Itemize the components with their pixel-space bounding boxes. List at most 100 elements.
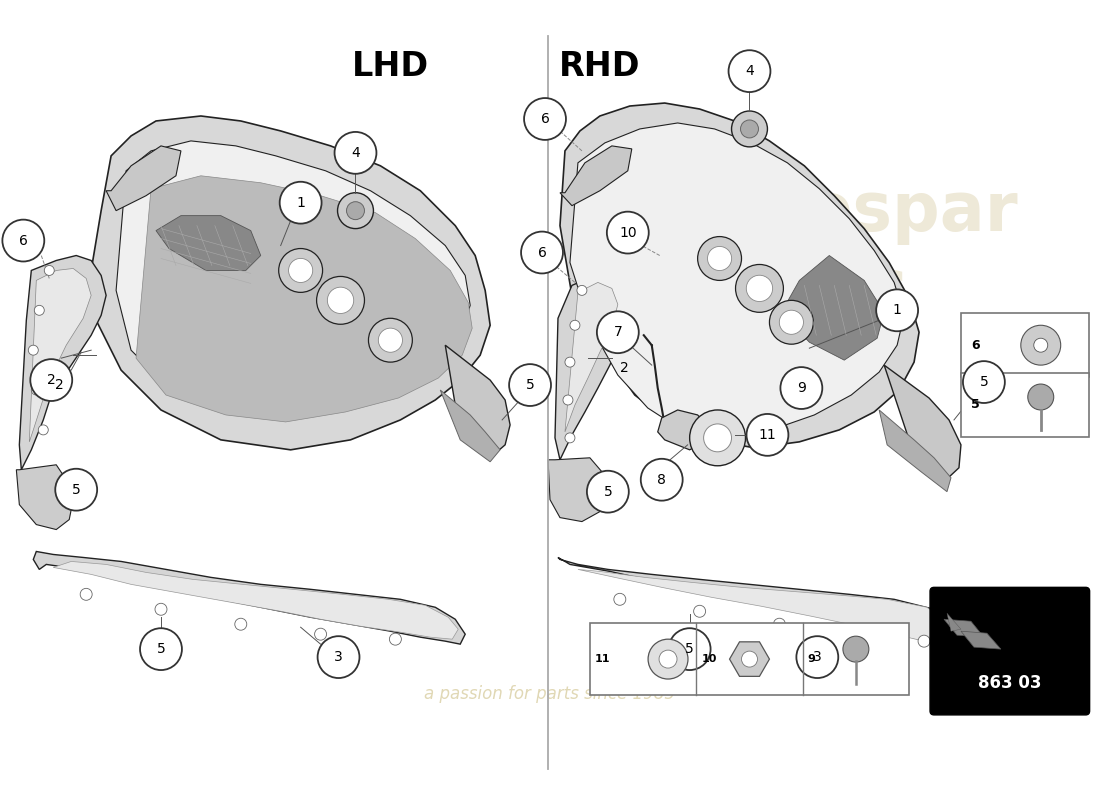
Circle shape (565, 433, 575, 443)
Circle shape (641, 458, 683, 501)
Polygon shape (156, 216, 261, 270)
Polygon shape (729, 642, 769, 676)
Circle shape (962, 361, 1004, 403)
Circle shape (155, 603, 167, 615)
Circle shape (704, 424, 732, 452)
Circle shape (877, 290, 918, 331)
Circle shape (694, 606, 705, 618)
Circle shape (728, 50, 770, 92)
Polygon shape (30, 269, 91, 442)
Polygon shape (20, 255, 106, 470)
Polygon shape (440, 390, 500, 462)
Text: 1: 1 (296, 196, 305, 210)
Text: 7: 7 (614, 326, 623, 339)
Text: 5: 5 (604, 485, 613, 498)
Circle shape (747, 414, 789, 456)
Polygon shape (944, 619, 983, 637)
Text: 10: 10 (619, 226, 637, 239)
Polygon shape (879, 410, 952, 492)
Circle shape (597, 311, 639, 353)
Circle shape (648, 639, 688, 679)
Circle shape (690, 410, 746, 466)
Circle shape (843, 636, 869, 662)
Circle shape (796, 636, 838, 678)
Circle shape (31, 359, 73, 401)
Polygon shape (556, 275, 625, 460)
Circle shape (918, 635, 930, 647)
Polygon shape (548, 458, 608, 522)
Circle shape (669, 628, 711, 670)
Circle shape (389, 633, 402, 645)
Circle shape (39, 425, 48, 435)
Circle shape (524, 98, 567, 140)
Circle shape (773, 618, 785, 630)
Polygon shape (446, 345, 510, 458)
Circle shape (288, 258, 312, 282)
Circle shape (279, 182, 321, 224)
Circle shape (34, 306, 44, 315)
Circle shape (368, 318, 412, 362)
Polygon shape (961, 631, 1001, 649)
Polygon shape (117, 141, 470, 415)
Text: 6: 6 (540, 112, 550, 126)
Circle shape (80, 588, 92, 600)
Text: 6: 6 (538, 246, 547, 259)
Circle shape (1021, 326, 1060, 365)
Circle shape (278, 249, 322, 292)
Text: 5: 5 (156, 642, 165, 656)
FancyBboxPatch shape (930, 587, 1090, 715)
Circle shape (318, 636, 360, 678)
Circle shape (44, 266, 54, 275)
Circle shape (338, 193, 373, 229)
Text: 3: 3 (334, 650, 343, 664)
Circle shape (29, 345, 38, 355)
Text: 3: 3 (813, 650, 822, 664)
Text: 11: 11 (595, 654, 610, 664)
Circle shape (334, 132, 376, 174)
Polygon shape (560, 146, 631, 206)
Circle shape (570, 320, 580, 330)
Circle shape (736, 265, 783, 312)
Polygon shape (136, 176, 472, 422)
Circle shape (31, 385, 42, 395)
Circle shape (607, 212, 649, 254)
Circle shape (576, 286, 587, 295)
Polygon shape (106, 146, 180, 210)
FancyBboxPatch shape (961, 314, 1089, 377)
Text: 5: 5 (979, 375, 988, 389)
Circle shape (565, 357, 575, 367)
Polygon shape (565, 282, 618, 432)
Polygon shape (947, 614, 961, 631)
Circle shape (509, 364, 551, 406)
Circle shape (848, 628, 860, 640)
Text: 2: 2 (55, 378, 64, 392)
Circle shape (779, 310, 803, 334)
Circle shape (614, 594, 626, 606)
Polygon shape (781, 255, 884, 360)
Circle shape (234, 618, 246, 630)
Polygon shape (570, 123, 904, 438)
Polygon shape (658, 410, 710, 450)
Circle shape (328, 287, 354, 314)
Polygon shape (91, 116, 491, 450)
Text: 1: 1 (893, 303, 902, 318)
Circle shape (1027, 384, 1054, 410)
FancyBboxPatch shape (590, 623, 909, 695)
Circle shape (315, 628, 327, 640)
Polygon shape (16, 465, 74, 530)
Circle shape (732, 111, 768, 147)
Text: 6: 6 (19, 234, 28, 247)
Circle shape (769, 300, 813, 344)
Circle shape (697, 237, 741, 281)
Circle shape (378, 328, 403, 352)
Text: 5: 5 (685, 642, 694, 656)
Text: 9: 9 (796, 381, 806, 395)
Text: 5: 5 (72, 482, 80, 497)
Text: 11: 11 (759, 428, 777, 442)
Text: 863 03: 863 03 (978, 674, 1042, 692)
FancyBboxPatch shape (961, 373, 1089, 437)
Text: 9: 9 (807, 654, 815, 664)
Polygon shape (560, 103, 920, 448)
Text: 8: 8 (658, 473, 667, 486)
Circle shape (140, 628, 182, 670)
